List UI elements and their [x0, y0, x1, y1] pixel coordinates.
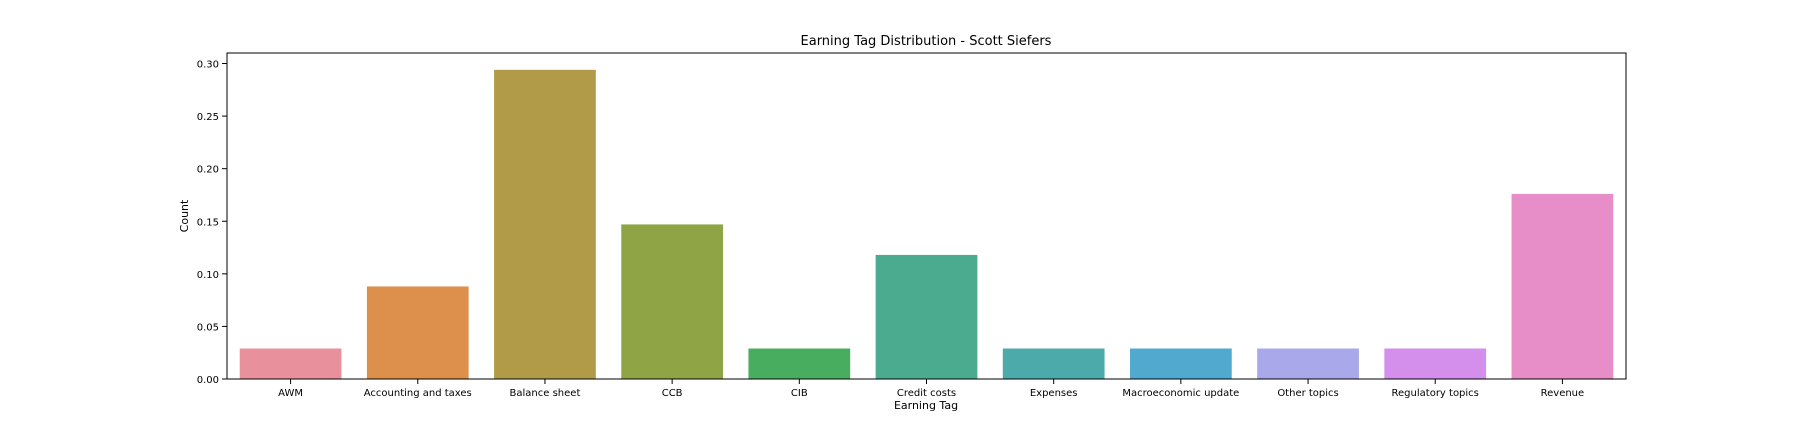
y-tick-label: 0.20 — [197, 165, 219, 176]
bar-awm — [239, 348, 342, 379]
bar-other-topics — [1257, 348, 1359, 379]
y-tick-label: 0.15 — [197, 217, 219, 228]
chart-title: Earning Tag Distribution - Scott Siefers — [801, 34, 1052, 49]
x-tick-label: Credit costs — [897, 388, 956, 399]
bar-accounting-and-taxes — [366, 286, 469, 379]
x-tick-label: CCB — [662, 388, 683, 399]
bar-regulatory-topics — [1384, 348, 1487, 379]
bar-credit-costs — [875, 254, 978, 379]
bar-balance-sheet — [494, 69, 596, 379]
x-tick-label: Balance sheet — [510, 388, 581, 399]
x-axis: AWM Accounting and taxes Balance sheet CCB C… — [278, 379, 1584, 399]
x-tick-label: CIB — [791, 388, 808, 399]
x-tick-label: Expenses — [1030, 388, 1078, 399]
x-tick-label: Other topics — [1277, 388, 1338, 399]
bar-macroeconomic-update — [1129, 348, 1232, 379]
y-axis: 0.00 0.05 0.10 0.15 0.20 0.25 0.30 — [197, 60, 227, 386]
bar-expenses — [1002, 348, 1105, 379]
y-tick-label: 0.00 — [197, 375, 219, 386]
bars-group — [239, 69, 1614, 379]
x-tick-label: Regulatory topics — [1392, 388, 1479, 399]
plot-frame — [226, 52, 1627, 380]
bar-revenue — [1511, 193, 1614, 379]
x-tick-label: Accounting and taxes — [364, 388, 472, 399]
x-axis-label: Earning Tag — [894, 399, 958, 412]
x-tick-label: Revenue — [1541, 388, 1585, 399]
y-tick-label: 0.25 — [197, 112, 219, 123]
x-tick-label: Macroeconomic update — [1122, 388, 1239, 399]
y-tick-label: 0.30 — [197, 60, 219, 71]
y-axis-label: Count — [178, 199, 191, 232]
bar-cib — [748, 348, 851, 379]
x-tick-label: AWM — [278, 388, 303, 399]
y-tick-label: 0.05 — [197, 322, 219, 333]
bar-ccb — [621, 224, 724, 379]
y-tick-label: 0.10 — [197, 270, 219, 281]
